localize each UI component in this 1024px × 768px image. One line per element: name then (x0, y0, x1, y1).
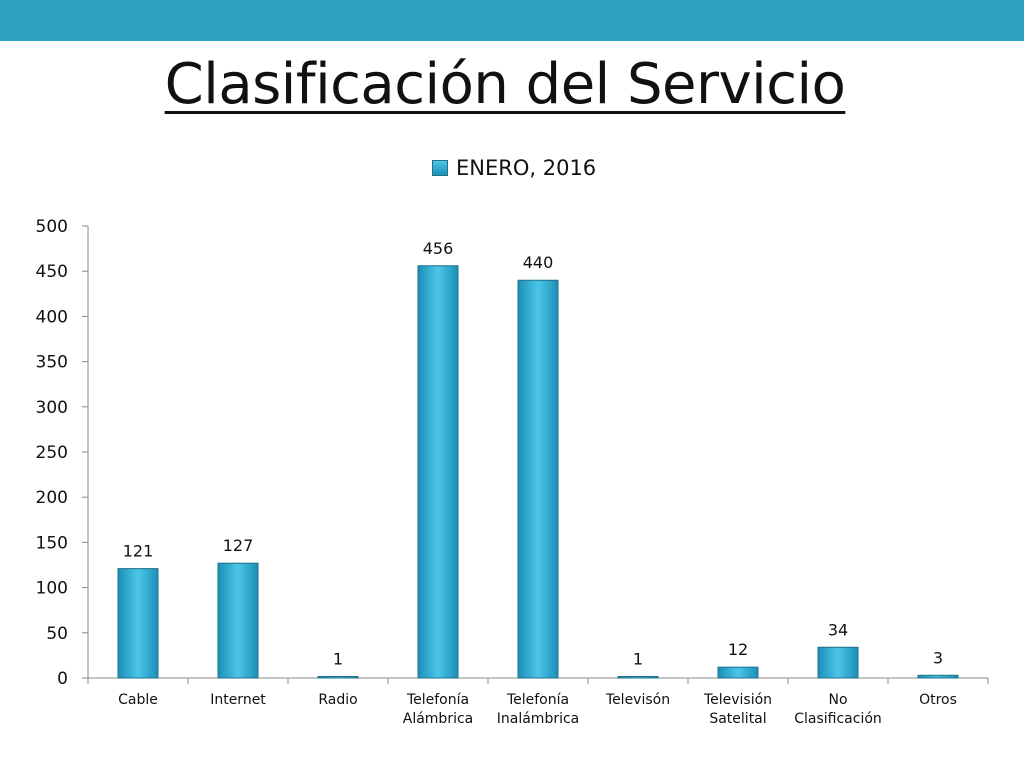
slide-title-text: Clasificación del Servicio (164, 52, 846, 117)
x-category-label: Cable (118, 692, 158, 708)
x-category-label: Televisón (605, 692, 670, 708)
chart-bars (117, 265, 959, 679)
x-category-label: No Clasificación (794, 692, 882, 727)
data-label: 1 (633, 650, 643, 669)
data-label: 3 (933, 648, 943, 667)
x-category-label: Internet (210, 692, 266, 708)
data-label: 1 (333, 650, 343, 669)
bar (817, 646, 859, 679)
legend-swatch (432, 160, 448, 176)
y-tick-label: 450 (36, 262, 68, 282)
data-label: 12 (728, 640, 748, 659)
x-category-label: Telefonía Inalámbrica (497, 692, 580, 727)
y-tick-label: 250 (36, 443, 68, 463)
bar (517, 279, 559, 679)
y-tick-label: 0 (57, 669, 68, 689)
y-tick-label: 150 (36, 533, 68, 553)
x-category-label: Telefonía Alámbrica (403, 692, 474, 727)
slide-title: Clasificación del Servicio (0, 52, 1010, 117)
bar (417, 265, 459, 679)
x-category-label: Otros (919, 692, 957, 708)
data-label: 121 (123, 542, 154, 561)
data-label: 127 (223, 536, 254, 555)
y-tick-label: 100 (36, 579, 68, 599)
data-label: 34 (828, 620, 848, 639)
y-tick-label: 400 (36, 307, 68, 327)
y-tick-label: 350 (36, 353, 68, 373)
bar (617, 676, 659, 679)
top-accent-band (0, 0, 1024, 41)
chart-legend: ENERO, 2016 (432, 156, 596, 180)
legend-label: ENERO, 2016 (456, 156, 597, 180)
x-category-label: Radio (318, 692, 357, 708)
bar (717, 666, 759, 679)
y-tick-label: 50 (46, 624, 68, 644)
data-label: 456 (423, 239, 454, 258)
bar (117, 568, 159, 679)
x-category-label: Televisión Satelital (703, 692, 772, 727)
y-tick-label: 300 (36, 398, 68, 418)
bar (317, 676, 359, 679)
y-tick-label: 500 (36, 217, 68, 237)
bar (217, 562, 259, 679)
chart-axes: 0 50 100 150 200 250 300 350 400 450 500 (36, 217, 989, 689)
y-tick-label: 200 (36, 488, 68, 508)
bar (917, 674, 959, 679)
data-label: 440 (523, 253, 554, 272)
